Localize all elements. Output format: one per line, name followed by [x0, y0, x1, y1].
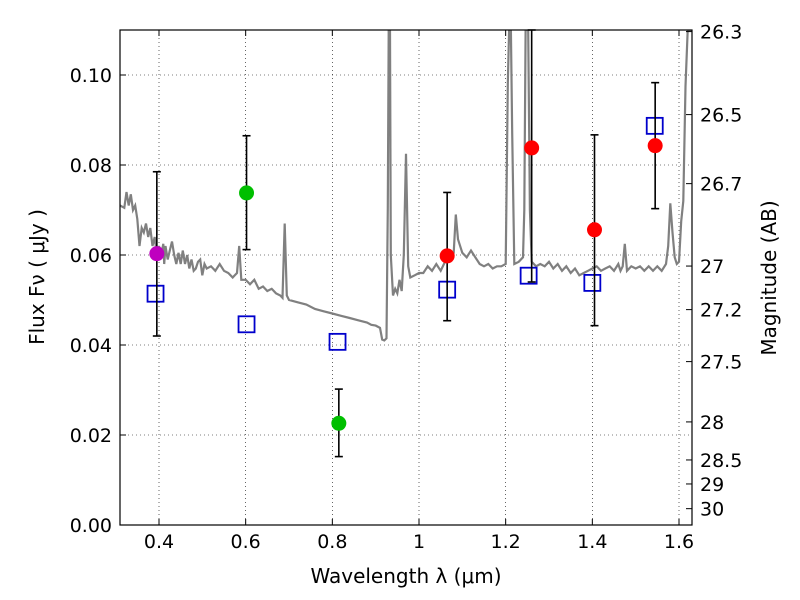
mag-tick-label: 27	[700, 256, 724, 278]
observed-point	[331, 415, 347, 431]
y-axis-label-right: Magnitude (AB)	[757, 200, 781, 355]
x-tick-label: 0.6	[231, 531, 261, 553]
x-tick-label: 1.4	[577, 531, 607, 553]
observed-point	[524, 140, 540, 156]
model-square-marker	[328, 332, 347, 351]
observed-point	[587, 222, 602, 238]
mag-tick-label: 26.7	[700, 174, 742, 196]
mag-tick-label: 27.5	[700, 352, 742, 374]
model-square-marker	[519, 266, 538, 285]
grid-layer	[120, 30, 692, 525]
mag-tick-label: 26.3	[700, 22, 742, 44]
y-tick-label: 0.02	[70, 425, 112, 447]
spectrum-layer	[120, 30, 692, 342]
axis-layer: 0.4 0.6 0.8 1 1.2 1.4 1.6 0.00 0.02 0.04 0.06 0.08 0…	[70, 22, 743, 553]
y-tick-label: 0.06	[70, 245, 112, 267]
model-square-marker	[583, 273, 602, 292]
mag-tick-label: 30	[700, 499, 724, 521]
x-tick-label: 1.2	[491, 531, 521, 553]
marker-layer	[146, 29, 664, 458]
x-tick-label: 0.8	[317, 531, 347, 553]
spectrum-line	[120, 30, 692, 342]
observed-point	[239, 185, 255, 201]
observed-point	[647, 138, 663, 154]
observed-point	[149, 246, 165, 262]
mag-tick-label: 26.5	[700, 105, 742, 127]
y-tick-label: 0.04	[70, 335, 112, 357]
x-tick-label: 1	[413, 531, 425, 553]
x-axis-label: Wavelength λ (μm)	[310, 564, 501, 588]
mag-tick-label: 28	[700, 412, 724, 434]
y-tick-label: 0.08	[70, 155, 112, 177]
mag-tick-label: 29	[700, 474, 724, 496]
plot-frame	[119, 29, 693, 526]
y-tick-label: 0.10	[70, 65, 112, 87]
x-tick-label: 0.4	[144, 531, 174, 553]
x-tick-label: 1.6	[664, 531, 694, 553]
y-axis-label: Flux Fν ( μJy )	[25, 209, 49, 345]
observed-point	[439, 248, 455, 264]
model-square-marker	[237, 315, 256, 334]
model-square-marker	[146, 284, 165, 303]
mag-tick-label: 27.2	[700, 300, 742, 322]
y-tick-label: 0.00	[70, 515, 112, 537]
mag-tick-label: 28.5	[700, 450, 742, 472]
